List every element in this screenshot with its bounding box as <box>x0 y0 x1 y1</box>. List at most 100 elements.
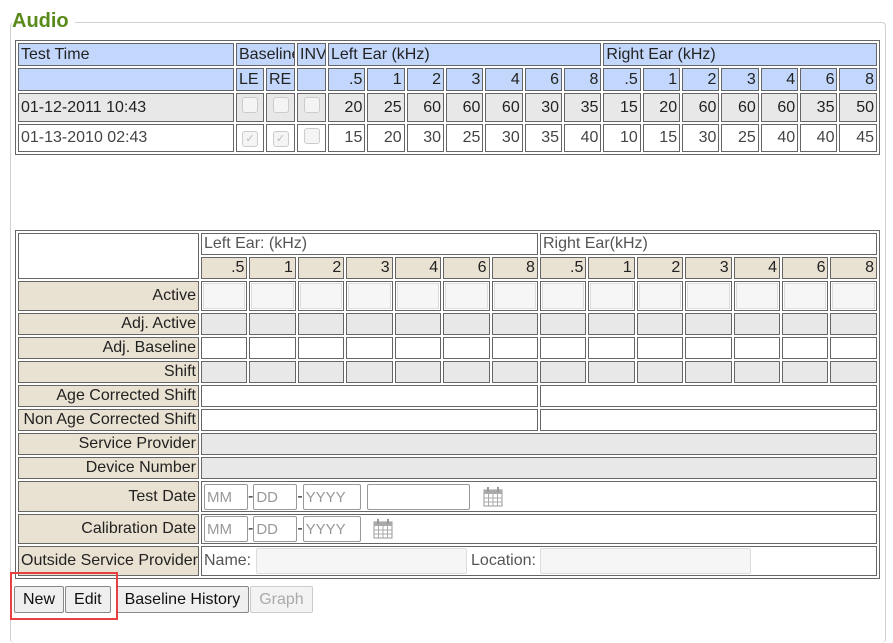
form-freq-header: 1 <box>588 257 635 279</box>
active-input[interactable] <box>541 283 585 309</box>
right-ear-value: 60 <box>721 93 759 122</box>
left-ear-value: 60 <box>485 93 523 122</box>
adj-active-cell <box>394 313 442 335</box>
test-time-input[interactable] <box>367 483 471 510</box>
active-input[interactable] <box>251 283 294 309</box>
form-freq-header: 8 <box>830 257 877 279</box>
location-label: Location: <box>471 552 536 570</box>
right-ear-value: 35 <box>800 93 838 122</box>
test-date-day-input[interactable]: DD <box>253 483 298 510</box>
shift-cell <box>491 361 538 383</box>
baseline-history-button[interactable]: Baseline History <box>115 586 250 613</box>
table-row[interactable]: 01-12-2011 10:43 20 25 60 60 60 30 35 15 20 60 60 60… <box>18 93 877 122</box>
table-row[interactable]: 01-13-2010 02:43 ✓ ✓ 15 20 30 25 30 35 40 10 15 30 25… <box>18 124 877 152</box>
active-input <box>443 281 490 311</box>
form-freq-header: 8 <box>491 257 538 279</box>
shift-cell <box>588 361 635 383</box>
active-input[interactable] <box>638 283 682 309</box>
active-input[interactable] <box>832 283 875 309</box>
section-title: Audio <box>12 10 75 33</box>
form-freq-header: 3 <box>685 257 732 279</box>
label-adj-baseline: Adj. Baseline <box>18 337 199 359</box>
edit-button[interactable]: Edit <box>65 586 111 613</box>
right-ear-value: 50 <box>839 93 877 122</box>
calibration-day-input[interactable]: DD <box>253 516 298 542</box>
inv-checkbox[interactable] <box>303 127 320 144</box>
form-freq-header: 3 <box>346 257 393 279</box>
provider-name-input[interactable] <box>255 548 467 574</box>
freq-header-right: 3 <box>721 68 759 91</box>
adj-active-cell <box>588 313 635 335</box>
adj-baseline-cell <box>394 337 442 359</box>
new-button[interactable]: New <box>14 586 65 613</box>
active-input[interactable] <box>784 283 827 309</box>
audio-fieldset <box>10 22 886 643</box>
active-input[interactable] <box>203 283 246 309</box>
inv-checkbox[interactable] <box>303 97 320 113</box>
header-left-ear: Left Ear (kHz) <box>328 43 602 66</box>
shift-cell <box>636 361 684 383</box>
active-input <box>249 281 296 311</box>
adj-baseline-cell <box>443 337 490 359</box>
freq-header-right: 2 <box>682 68 720 91</box>
le-checkbox[interactable]: ✓ <box>242 131 258 147</box>
right-ear-value: 25 <box>721 124 759 152</box>
active-input[interactable] <box>396 283 440 309</box>
graph-button[interactable]: Graph <box>250 586 313 613</box>
freq-header-left: 3 <box>446 68 484 91</box>
adj-baseline-cell <box>685 337 732 359</box>
active-input[interactable] <box>493 283 536 309</box>
calibration-date-cell: MM - DD - YYYY <box>201 514 877 544</box>
shift-cell <box>830 361 877 383</box>
active-input[interactable] <box>687 283 730 309</box>
highlight-box <box>10 572 118 620</box>
calendar-icon[interactable] <box>373 519 393 539</box>
test-date-year-input[interactable]: YYYY <box>302 483 361 510</box>
outside-provider-cell: Name: Location: <box>201 546 877 576</box>
active-input[interactable] <box>299 283 343 309</box>
right-ear-value: 60 <box>682 93 720 122</box>
age-corrected-right <box>539 385 877 407</box>
calibration-month-input[interactable]: MM <box>204 516 248 542</box>
form-freq-header: 1 <box>249 257 296 279</box>
calibration-year-input[interactable]: YYYY <box>302 516 361 542</box>
active-input <box>636 281 684 311</box>
shift-cell <box>782 361 829 383</box>
active-input[interactable] <box>735 283 779 309</box>
non-age-corrected-right <box>539 409 877 431</box>
header-le: LE <box>236 68 264 91</box>
active-input[interactable] <box>348 283 391 309</box>
right-ear-value: 40 <box>760 124 799 152</box>
adj-active-cell <box>297 313 345 335</box>
provider-location-input[interactable] <box>540 548 752 574</box>
shift-cell <box>539 361 587 383</box>
header-baseline: Baseline <box>236 43 295 66</box>
form-freq-header: .5 <box>201 257 248 279</box>
active-input[interactable] <box>445 283 488 309</box>
form-freq-header: 4 <box>733 257 781 279</box>
left-ear-value: 30 <box>406 124 445 152</box>
shift-cell <box>297 361 345 383</box>
calendar-icon[interactable] <box>483 486 503 507</box>
active-input <box>539 281 587 311</box>
adj-active-cell <box>830 313 877 335</box>
date-separator: - <box>297 520 303 538</box>
test-date-month-input[interactable]: MM <box>204 483 248 510</box>
active-input <box>830 281 877 311</box>
freq-header-right: 8 <box>839 68 877 91</box>
active-input <box>588 281 635 311</box>
active-input[interactable] <box>590 283 633 309</box>
header-inv: INV <box>297 43 326 66</box>
form-freq-header: 6 <box>782 257 829 279</box>
right-ear-value: 15 <box>642 124 681 152</box>
left-ear-value: 25 <box>446 124 484 152</box>
form-right-ear-header: Right Ear(kHz) <box>539 233 877 255</box>
re-checkbox[interactable]: ✓ <box>272 131 289 147</box>
le-checkbox[interactable] <box>242 97 258 113</box>
freq-header-left: 2 <box>406 68 445 91</box>
form-left-ear-header: Left Ear: (kHz) <box>201 233 538 255</box>
left-ear-value: 30 <box>524 93 563 122</box>
re-checkbox[interactable] <box>272 97 289 113</box>
adj-baseline-cell <box>249 337 296 359</box>
left-ear-value: 60 <box>446 93 484 122</box>
